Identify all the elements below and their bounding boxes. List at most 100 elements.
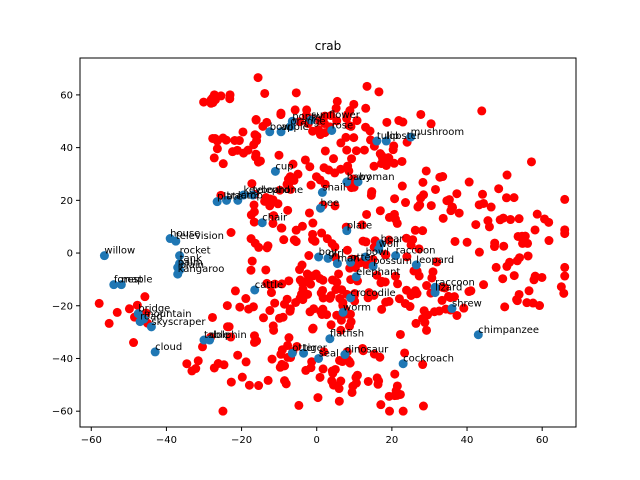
scatter-point: [250, 130, 260, 140]
scatter-point: [297, 221, 307, 231]
scatter-point: [509, 193, 519, 203]
point-label: snail: [322, 182, 345, 193]
labeled-point: [314, 353, 324, 363]
labeled-point: [315, 203, 325, 213]
scatter-point: [276, 108, 286, 118]
scatter-point: [390, 194, 400, 204]
scatter-point: [395, 329, 405, 339]
scatter-point: [502, 261, 512, 271]
point-label: television: [176, 231, 224, 242]
scatter-point: [218, 159, 228, 169]
scatter-point: [385, 406, 395, 416]
scatter-point: [352, 370, 362, 380]
scatter-point: [408, 235, 418, 245]
scatter-point: [226, 228, 236, 238]
scatter-point: [279, 235, 289, 245]
scatter-point: [230, 286, 240, 296]
scatter-point: [255, 156, 265, 166]
scatter-point: [380, 277, 390, 287]
labeled-point: [338, 307, 348, 317]
scatter-point: [397, 156, 407, 166]
scatter-point: [428, 267, 438, 277]
scatter-point: [367, 187, 377, 197]
labeled-point: [175, 251, 185, 261]
scatter-point: [418, 401, 428, 411]
labeled-point: [173, 269, 183, 279]
scatter-point: [498, 274, 508, 284]
scatter-point: [383, 153, 393, 163]
scatter-point: [258, 313, 268, 323]
scatter-point: [319, 347, 329, 357]
labeled-point: [238, 190, 248, 200]
scatter-point: [342, 245, 352, 255]
scatter-point: [512, 295, 522, 305]
labeled-point: [270, 166, 280, 176]
scatter-point: [452, 189, 462, 199]
scatter-point: [394, 116, 404, 126]
scatter-point: [397, 181, 407, 191]
y-axis: −60 −40 −20 0 20 40 60: [52, 90, 80, 418]
labeled-point: [299, 348, 309, 358]
point-label: flatfish: [330, 329, 364, 340]
scatter-point: [337, 285, 347, 295]
point-label: telephone: [253, 185, 303, 196]
labeled-point: [361, 252, 371, 262]
scatter-point: [207, 312, 217, 322]
scatter-point: [402, 252, 412, 262]
labeled-point: [332, 259, 342, 269]
scatter-point: [438, 282, 448, 292]
scatter-point: [232, 145, 242, 155]
scatter-point: [499, 241, 509, 251]
labeled-point: [473, 330, 483, 340]
scatter-point: [418, 226, 428, 236]
scatter-point: [344, 166, 354, 176]
scatter-point: [341, 132, 351, 142]
scatter-point: [187, 366, 197, 376]
scatter-point: [500, 302, 510, 312]
labeled-point: [257, 218, 267, 228]
scatter-point: [291, 297, 301, 307]
labeled-point: [351, 272, 361, 282]
scatter-point: [359, 145, 369, 155]
scatter-point: [322, 310, 332, 320]
labeled-point: [139, 314, 149, 324]
point-label: bear: [381, 234, 405, 245]
scatter-point: [336, 325, 346, 335]
scatter-point: [222, 301, 232, 311]
point-label: crocodile: [351, 288, 396, 299]
y-tick-label: 20: [60, 196, 73, 207]
scatter-point: [459, 303, 469, 313]
labeled-point: [406, 132, 416, 142]
point-label: wolf: [379, 239, 400, 250]
scatter-point: [334, 396, 344, 406]
labeled-point: [346, 293, 356, 303]
point-label: girl: [328, 248, 344, 259]
scatter-point: [193, 356, 203, 366]
point-label: rocket: [180, 246, 211, 257]
scatter-point: [384, 296, 394, 306]
scatter-point: [249, 140, 259, 150]
scatter-point: [300, 155, 310, 165]
labeled-point: [323, 253, 333, 263]
scatter-point: [462, 237, 472, 247]
scatter-point: [261, 265, 271, 275]
labeled-point: [381, 136, 391, 146]
scatter-point: [435, 172, 445, 182]
scatter-point: [225, 90, 235, 100]
scatter-point: [491, 262, 501, 272]
labeled-point: [327, 125, 337, 135]
labeled-point: [306, 115, 316, 125]
scatter-point: [316, 288, 326, 298]
scatter-point: [313, 125, 323, 135]
scatter-point: [260, 88, 270, 98]
scatter-point: [284, 276, 294, 286]
scatter-point: [506, 215, 516, 225]
scatter-point: [502, 170, 512, 180]
scatter-point: [309, 304, 319, 314]
point-label: leopard: [416, 255, 454, 266]
scatter-point: [332, 96, 342, 106]
scatter-point: [523, 251, 533, 261]
scatter-point: [401, 198, 411, 208]
point-label: otter: [292, 343, 317, 354]
point-label: apple: [281, 122, 309, 133]
